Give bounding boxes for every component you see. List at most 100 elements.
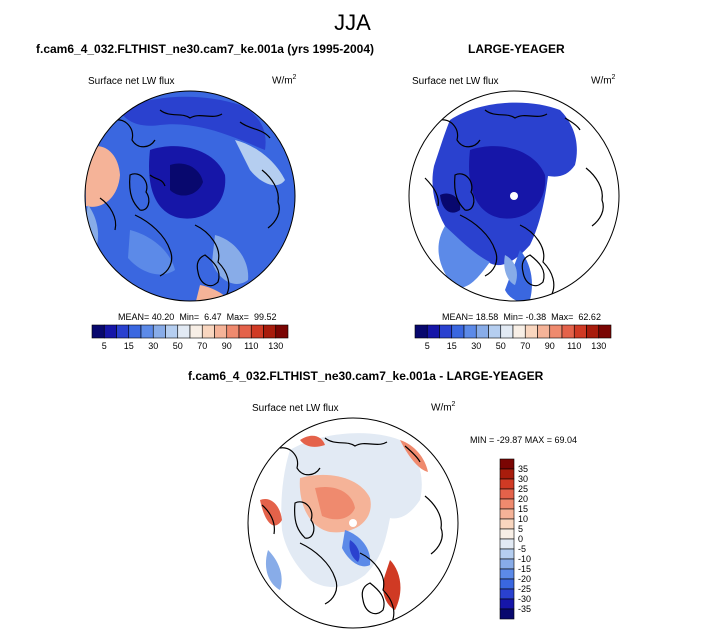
cool-region	[265, 550, 282, 590]
warm-region	[300, 435, 325, 447]
colorbar-swatch	[561, 324, 575, 339]
panel-units: W/m2	[272, 74, 297, 87]
colorbar-swatch	[499, 528, 515, 540]
stats-line-model: MEAN= 40.20 Min= 6.47 Max= 99.52	[118, 312, 277, 322]
colorbar-tick-label: -30	[518, 594, 531, 604]
panel-subtitle-variable: Surface net LW flux	[88, 76, 175, 87]
region	[212, 235, 249, 284]
colorbar-swatch	[214, 324, 228, 339]
colorbar-tick-label: 35	[518, 464, 528, 474]
colorbar-swatch	[499, 468, 515, 480]
colorbar-tick-label: -15	[518, 564, 531, 574]
colorbar-swatch	[499, 478, 515, 490]
colorbar-swatch	[549, 324, 563, 339]
colorbar-tick-label: 0	[518, 534, 523, 544]
figure-title: JJA	[334, 10, 371, 35]
colorbar-swatch	[238, 324, 252, 339]
colorbar-swatch	[598, 324, 612, 339]
region	[504, 255, 517, 285]
colorbar-tick-label: 10	[518, 514, 528, 524]
colorbar-swatch	[500, 324, 514, 339]
colorbar-tick-label: 30	[148, 341, 158, 351]
colorbar-tick-label: 50	[173, 341, 183, 351]
colorbar-tick-label: 90	[545, 341, 555, 351]
warm-region	[383, 560, 401, 610]
colorbar-swatch	[140, 324, 154, 339]
colorbar-swatch	[499, 548, 515, 560]
panel-title-model: f.cam6_4_032.FLTHIST_ne30.cam7_ke.001a (…	[36, 42, 374, 56]
colorbar-swatch	[499, 568, 515, 580]
colorbar-tick-label: 50	[496, 341, 506, 351]
colorbar-tick-label: 25	[518, 484, 528, 494]
coastline-outline	[424, 109, 604, 297]
colorbar-swatch	[128, 324, 142, 339]
colorbar-swatch	[275, 324, 289, 339]
colorbar-swatch	[488, 324, 502, 339]
colorbar-tick-label: 5	[518, 524, 523, 534]
difference-min-max: MIN = -29.87 MAX = 69.04	[470, 435, 578, 445]
colorbar-swatch	[499, 558, 515, 570]
colorbar-tick-label: 130	[268, 341, 283, 351]
colorbar-tick-label: 15	[124, 341, 134, 351]
colorbar-tick-label: 5	[102, 341, 107, 351]
colorbar-swatch	[499, 508, 515, 520]
colorbar-swatch	[189, 324, 203, 339]
colorbar-swatch	[103, 324, 117, 339]
colorbar-swatch	[499, 458, 515, 470]
colorbar-tick-label: 70	[197, 341, 207, 351]
colorbar-tick-label: -35	[518, 604, 531, 614]
coastline-outline	[99, 109, 280, 297]
region	[505, 250, 532, 301]
warm-region	[85, 146, 120, 207]
panel-units: W/m2	[591, 74, 616, 87]
colorbar-swatch	[499, 608, 515, 620]
map-border	[247, 417, 459, 629]
colorbar-swatch	[586, 324, 600, 339]
region	[170, 163, 203, 196]
region	[440, 193, 461, 213]
colorbar-swatch	[116, 324, 130, 339]
colorbar-tick-label: 15	[447, 341, 457, 351]
colorbar-swatch	[91, 324, 105, 339]
colorbar-swatch	[451, 324, 465, 339]
panel-units: W/m2	[431, 401, 456, 414]
colorbar-swatch	[499, 488, 515, 500]
core-low-region	[469, 146, 546, 219]
polar-map-model	[85, 91, 295, 301]
map-border	[84, 90, 296, 302]
region	[438, 226, 490, 289]
map-border	[408, 90, 620, 302]
coastline-outline	[261, 437, 443, 625]
colorbar-swatch	[177, 324, 191, 339]
polar-map-difference	[248, 418, 458, 628]
colorbar-swatch	[201, 324, 215, 339]
colorbar-swatch	[499, 498, 515, 510]
colorbar-swatch	[499, 578, 515, 590]
colorbar-swatch	[475, 324, 489, 339]
colorbar-obs: 5 15 30 50 70 90 110 130	[414, 324, 612, 351]
colorbar-tick-label: 20	[518, 494, 528, 504]
cool-region	[349, 540, 360, 562]
panel-subtitle-variable: Surface net LW flux	[252, 403, 339, 414]
region	[120, 96, 266, 150]
warm-region	[260, 498, 282, 526]
region	[86, 205, 99, 250]
colorbar-swatch	[499, 588, 515, 600]
polar-map-obs	[409, 91, 619, 301]
warm-region	[315, 486, 355, 520]
colorbar-swatch	[250, 324, 264, 339]
colorbar-swatch	[426, 324, 440, 339]
colorbar-swatch	[152, 324, 166, 339]
stats-line-obs: MEAN= 18.58 Min= -0.38 Max= 62.62	[442, 312, 601, 322]
colorbar-swatch	[414, 324, 428, 339]
colorbar-tick-label: 70	[520, 341, 530, 351]
colorbar-tick-label: -25	[518, 584, 531, 594]
colorbar-tick-label: -10	[518, 554, 531, 564]
colorbar-tick-label: 130	[591, 341, 606, 351]
panel-title-difference: f.cam6_4_032.FLTHIST_ne30.cam7_ke.001a -…	[188, 369, 544, 383]
colorbar-tick-label: 110	[567, 341, 581, 351]
colorbar-tick-label: 30	[518, 474, 528, 484]
panel-subtitle-variable: Surface net LW flux	[412, 76, 499, 87]
